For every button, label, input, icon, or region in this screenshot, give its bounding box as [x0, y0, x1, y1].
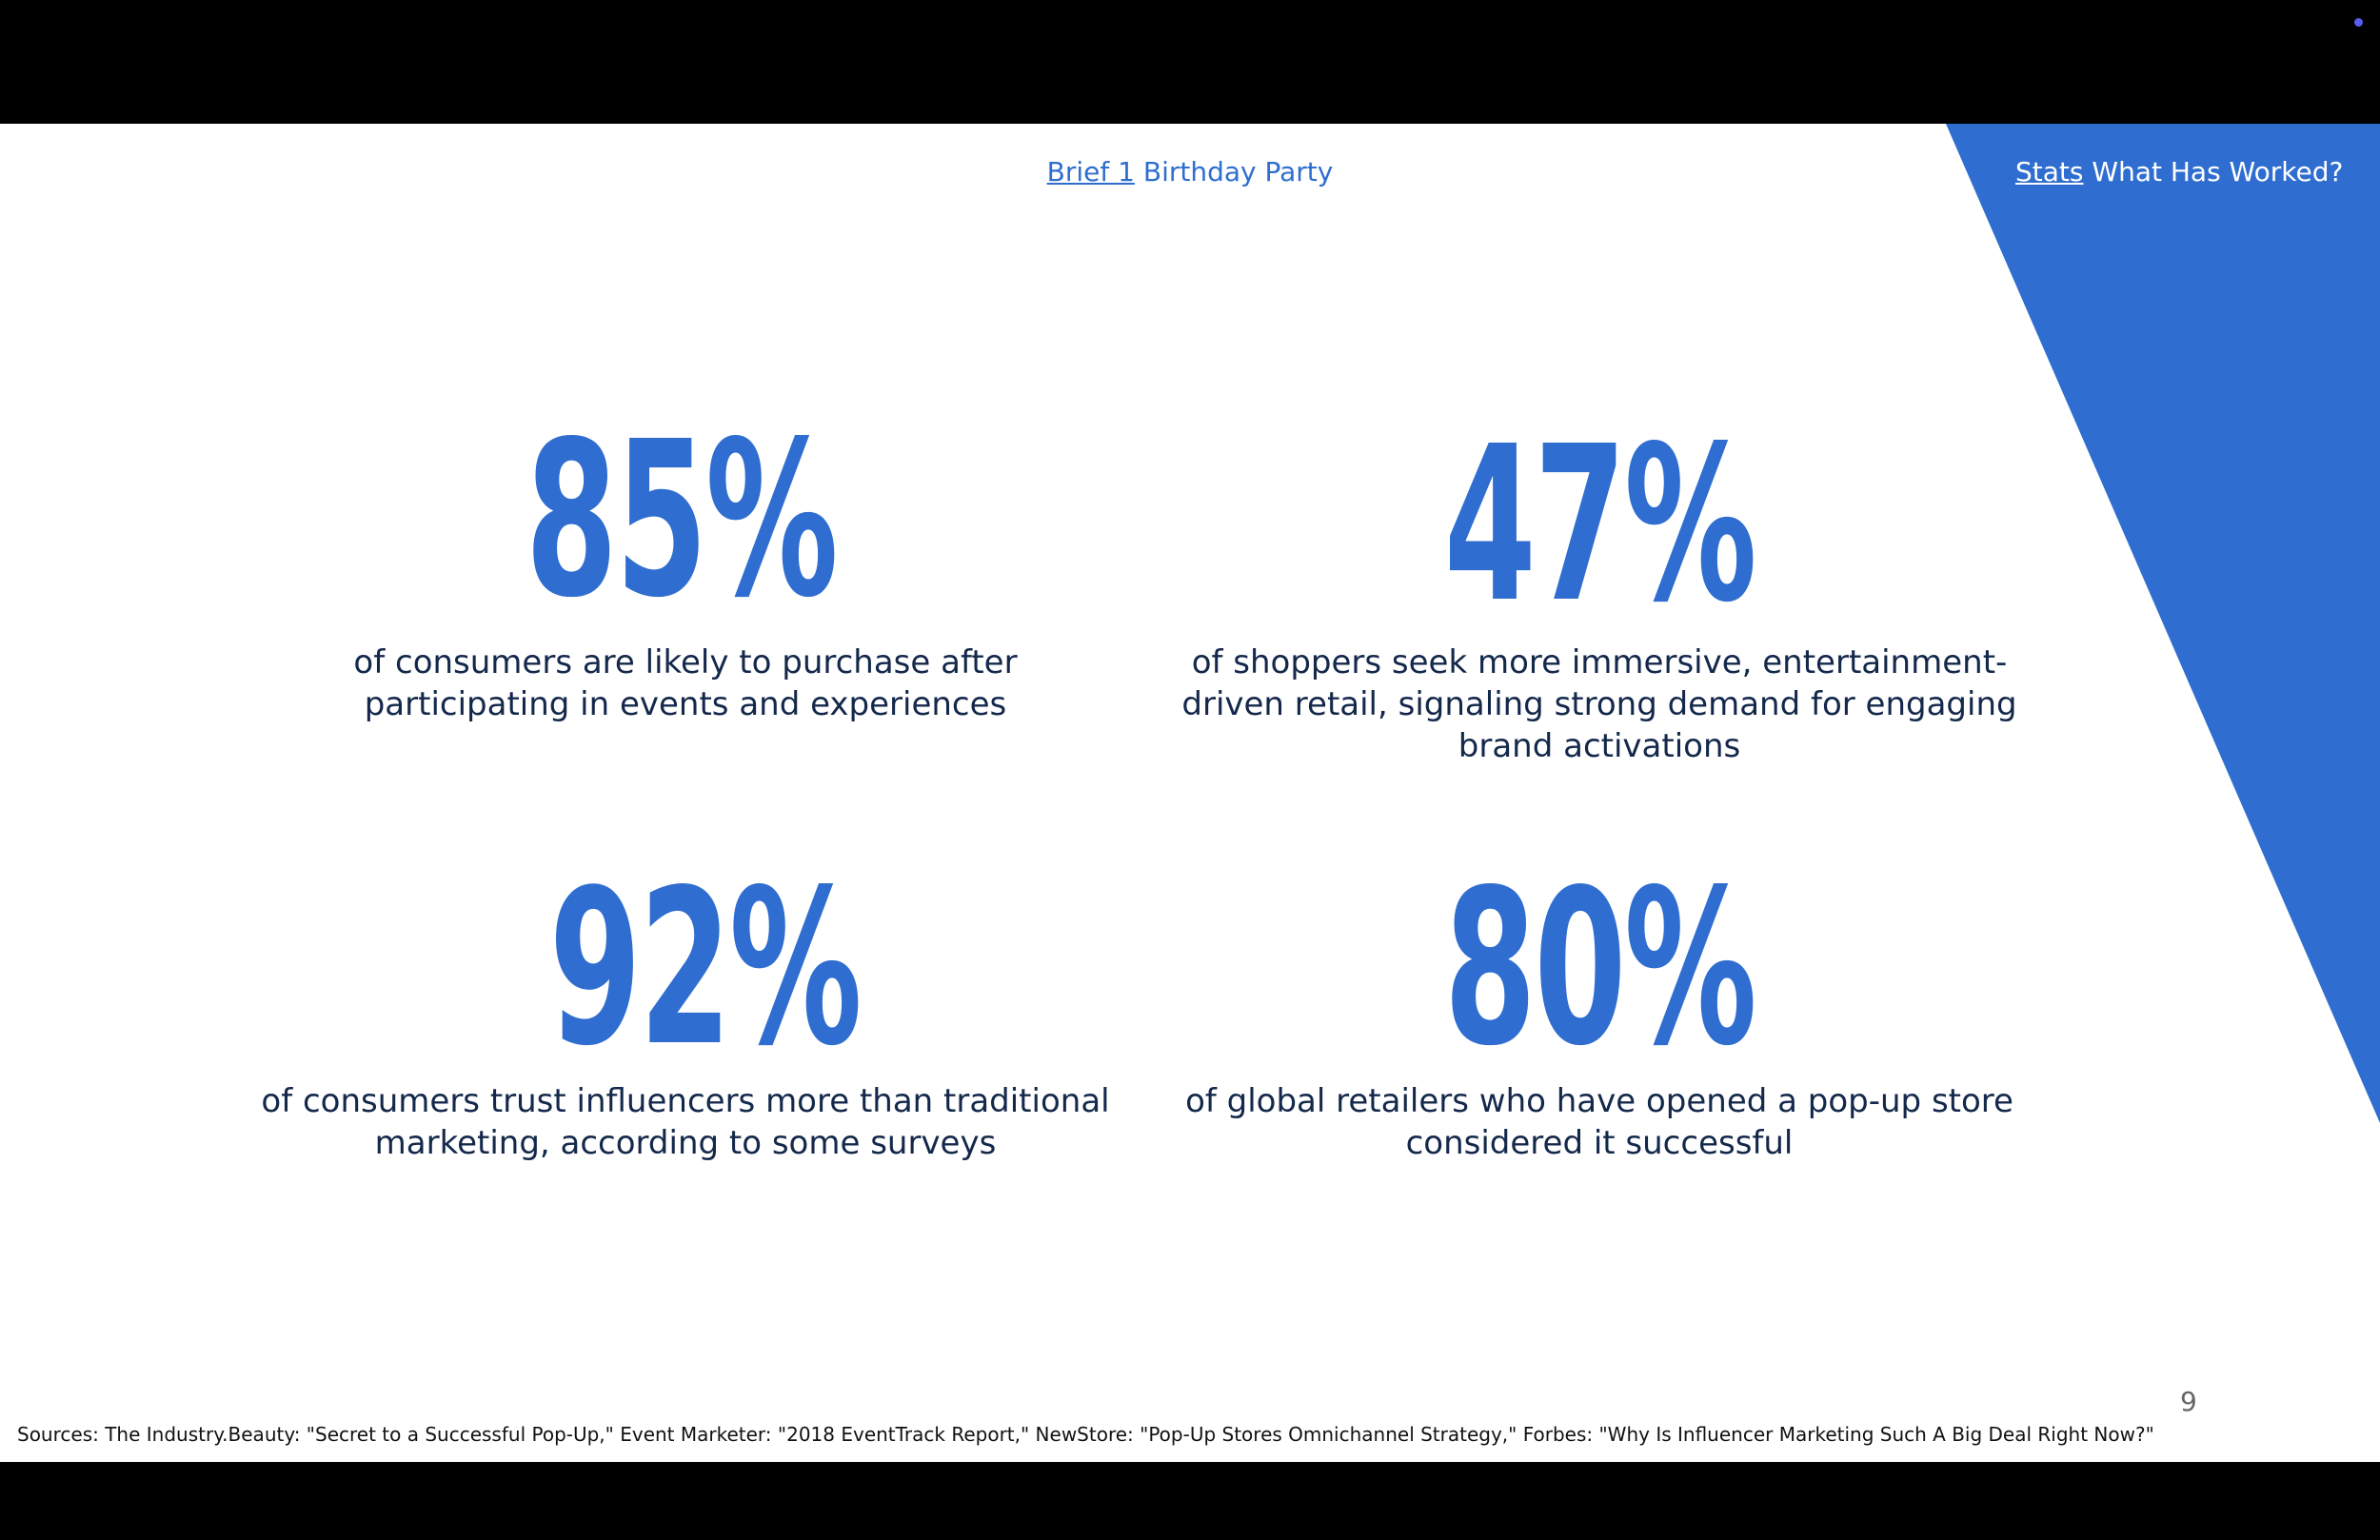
stats-title: What Has Worked?	[2092, 156, 2344, 188]
stat-value-1: 85%	[525, 396, 839, 645]
accent-triangle	[1946, 124, 2380, 1123]
stat-value-3: 92%	[548, 844, 863, 1094]
nav-brief: Brief 1 Birthday Party	[1000, 156, 1380, 188]
stat-description-2: of shoppers seek more immersive, enterta…	[1181, 643, 2017, 765]
letterbox-bottom	[0, 1462, 2380, 1540]
stat-description-3: of consumers trust influencers more than…	[261, 1082, 1110, 1162]
stats-link[interactable]: Stats	[2015, 156, 2084, 188]
page-number: 9	[2180, 1386, 2197, 1417]
brief-title: Birthday Party	[1142, 156, 1334, 188]
sources-footnote: Sources: The Industry.Beauty: "Secret to…	[17, 1423, 2154, 1446]
letterbox-top	[0, 0, 2380, 124]
stat-description-1: of consumers are likely to purchase afte…	[353, 643, 1018, 723]
brief-link[interactable]: Brief 1	[1046, 156, 1135, 188]
slide: Brief 1 Birthday Party Stats What Has Wo…	[0, 124, 2380, 1462]
status-dot-icon	[2354, 18, 2363, 27]
nav-stats: Stats What Has Worked?	[2015, 156, 2343, 188]
stat-description-4: of global retailers who have opened a po…	[1185, 1082, 2013, 1162]
stat-value-2: 47%	[1443, 401, 1757, 650]
stat-value-4: 80%	[1443, 844, 1757, 1094]
